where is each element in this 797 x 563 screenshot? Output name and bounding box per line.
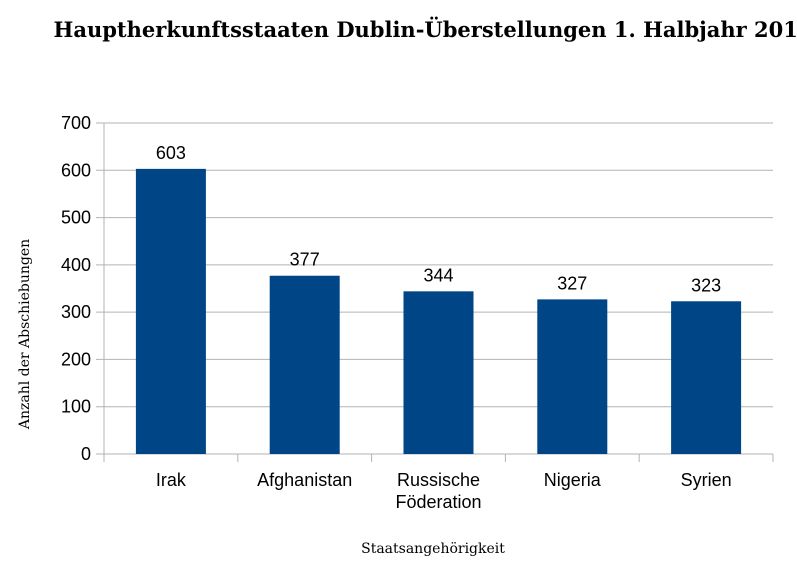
y-tick-label: 300: [61, 302, 91, 322]
chart-title: Hauptherkunftsstaaten Dublin-Überstellun…: [54, 17, 797, 42]
x-category-label: Russische: [397, 470, 480, 490]
y-tick-label: 500: [61, 208, 91, 228]
x-category-label: Nigeria: [544, 470, 602, 490]
data-label: 323: [691, 275, 721, 295]
bars: [135, 168, 742, 455]
gridlines: [96, 122, 774, 462]
data-label: 603: [156, 143, 186, 163]
bar: [269, 275, 340, 454]
bar: [403, 291, 474, 454]
y-tick-label: 700: [61, 113, 91, 133]
y-tick-label: 0: [81, 444, 91, 464]
data-labels: 603 377 344 327 323: [156, 143, 721, 295]
y-tick-label: 400: [61, 255, 91, 275]
x-category-label: Föderation: [395, 492, 481, 512]
bar: [671, 301, 742, 454]
data-label: 344: [423, 265, 453, 285]
bar: [537, 299, 608, 454]
y-tick-label: 600: [61, 160, 91, 180]
data-label: 327: [557, 273, 587, 293]
bar: [135, 168, 206, 455]
y-axis-ticks: 0 100 200 300 400 500 600 700: [61, 113, 91, 464]
x-category-label: Syrien: [681, 470, 732, 490]
x-axis-title: Staatsangehörigkeit: [361, 541, 505, 557]
y-axis-title: Anzahl der Abschiebungen: [17, 239, 33, 430]
x-category-label: Irak: [156, 470, 187, 490]
y-tick-label: 200: [61, 349, 91, 369]
data-label: 377: [290, 250, 320, 270]
y-tick-label: 100: [61, 397, 91, 417]
x-category-label: Afghanistan: [257, 470, 352, 490]
